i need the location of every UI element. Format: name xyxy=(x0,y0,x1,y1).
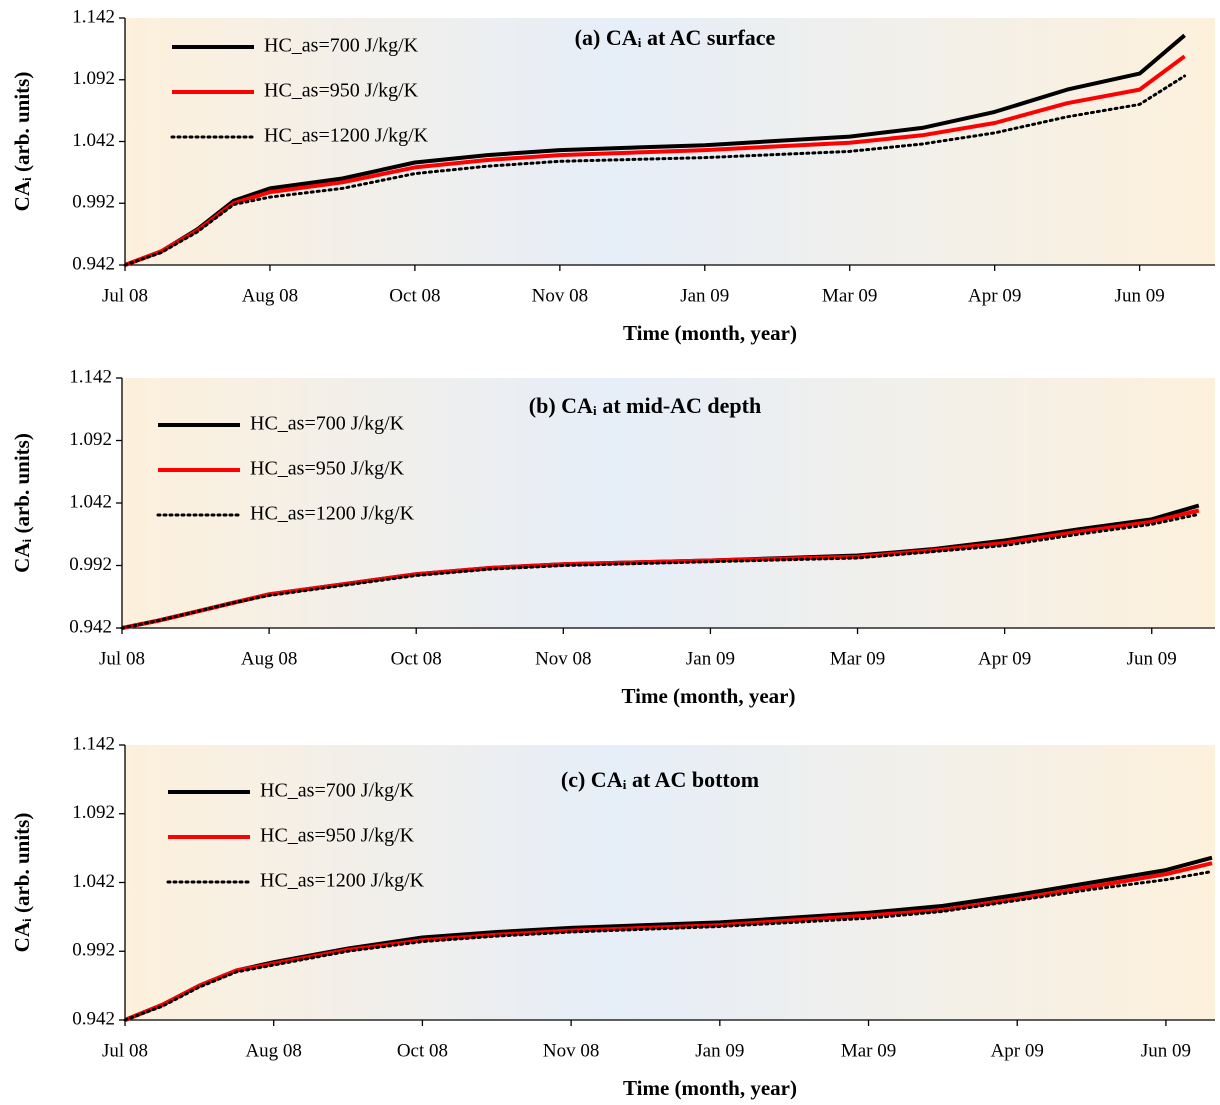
chart-title: (b) CAᵢ at mid-AC depth xyxy=(529,393,761,418)
plot-background xyxy=(125,18,1215,265)
y-tick-label: 0.942 xyxy=(69,616,112,637)
x-tick-label: Aug 08 xyxy=(242,285,298,306)
chart-title: (c) CAᵢ at AC bottom xyxy=(561,767,759,792)
series-line xyxy=(123,74,1187,267)
legend-label: HC_as=950 J/kg/K xyxy=(264,80,419,102)
x-tick-label: Nov 08 xyxy=(532,285,588,306)
x-tick-label: Nov 08 xyxy=(535,648,591,669)
y-tick-label: 1.142 xyxy=(72,733,115,754)
x-axis-title: Time (month, year) xyxy=(622,684,796,708)
y-tick-label: 1.042 xyxy=(72,130,115,151)
y-tick-label: 0.992 xyxy=(72,940,115,961)
y-tick-label: 1.042 xyxy=(72,871,115,892)
x-tick-label: Mar 09 xyxy=(822,285,877,306)
x-tick-label: Oct 08 xyxy=(389,285,440,306)
y-tick-label: 1.042 xyxy=(69,491,112,512)
x-tick-label: Aug 08 xyxy=(241,648,297,669)
y-tick-label: 0.942 xyxy=(72,253,115,274)
x-tick-label: Jun 09 xyxy=(1141,1040,1191,1061)
x-tick-label: Jan 09 xyxy=(686,648,735,669)
y-tick-label: 1.092 xyxy=(72,68,115,89)
legend-label: HC_as=1200 J/kg/K xyxy=(260,870,425,892)
y-tick-label: 1.092 xyxy=(69,429,112,450)
legend-label: HC_as=950 J/kg/K xyxy=(260,825,415,847)
x-tick-label: Aug 08 xyxy=(245,1040,301,1061)
plot-background xyxy=(125,745,1215,1020)
legend-label: HC_as=1200 J/kg/K xyxy=(250,503,415,525)
x-tick-label: Jul 08 xyxy=(102,285,148,306)
y-axis-title: CAᵢ (arb. units) xyxy=(10,433,34,573)
plot-background xyxy=(122,378,1215,628)
x-tick-label: Jun 09 xyxy=(1115,285,1165,306)
x-axis-title: Time (month, year) xyxy=(623,1076,797,1100)
x-tick-label: Mar 09 xyxy=(841,1040,896,1061)
y-tick-label: 1.142 xyxy=(72,6,115,27)
x-tick-label: Apr 09 xyxy=(968,285,1021,306)
y-axis-title: CAᵢ (arb. units) xyxy=(10,72,34,212)
legend-label: HC_as=700 J/kg/K xyxy=(260,780,415,802)
chart-title: (a) CAᵢ at AC surface xyxy=(575,25,776,50)
x-tick-label: Apr 09 xyxy=(991,1040,1044,1061)
series-line xyxy=(120,512,1201,630)
x-tick-label: Jul 08 xyxy=(99,648,145,669)
x-axis-title: Time (month, year) xyxy=(623,321,797,345)
x-tick-label: Jan 09 xyxy=(680,285,729,306)
x-tick-label: Oct 08 xyxy=(391,648,442,669)
x-tick-label: Nov 08 xyxy=(543,1040,599,1061)
legend-label: HC_as=700 J/kg/K xyxy=(264,35,419,57)
x-tick-label: Jun 09 xyxy=(1127,648,1177,669)
x-tick-label: Jan 09 xyxy=(695,1040,744,1061)
y-axis-title: CAᵢ (arb. units) xyxy=(10,813,34,953)
series-line xyxy=(123,870,1214,1022)
x-tick-label: Apr 09 xyxy=(978,648,1031,669)
legend-label: HC_as=1200 J/kg/K xyxy=(264,125,429,147)
legend-label: HC_as=700 J/kg/K xyxy=(250,413,405,435)
x-tick-label: Mar 09 xyxy=(830,648,885,669)
legend-label: HC_as=950 J/kg/K xyxy=(250,458,405,480)
y-tick-label: 1.092 xyxy=(72,802,115,823)
x-tick-label: Oct 08 xyxy=(397,1040,448,1061)
y-tick-label: 0.992 xyxy=(69,554,112,575)
x-tick-label: Jul 08 xyxy=(102,1040,148,1061)
y-tick-label: 0.992 xyxy=(72,192,115,213)
y-tick-label: 1.142 xyxy=(69,366,112,387)
y-tick-label: 0.942 xyxy=(72,1008,115,1029)
